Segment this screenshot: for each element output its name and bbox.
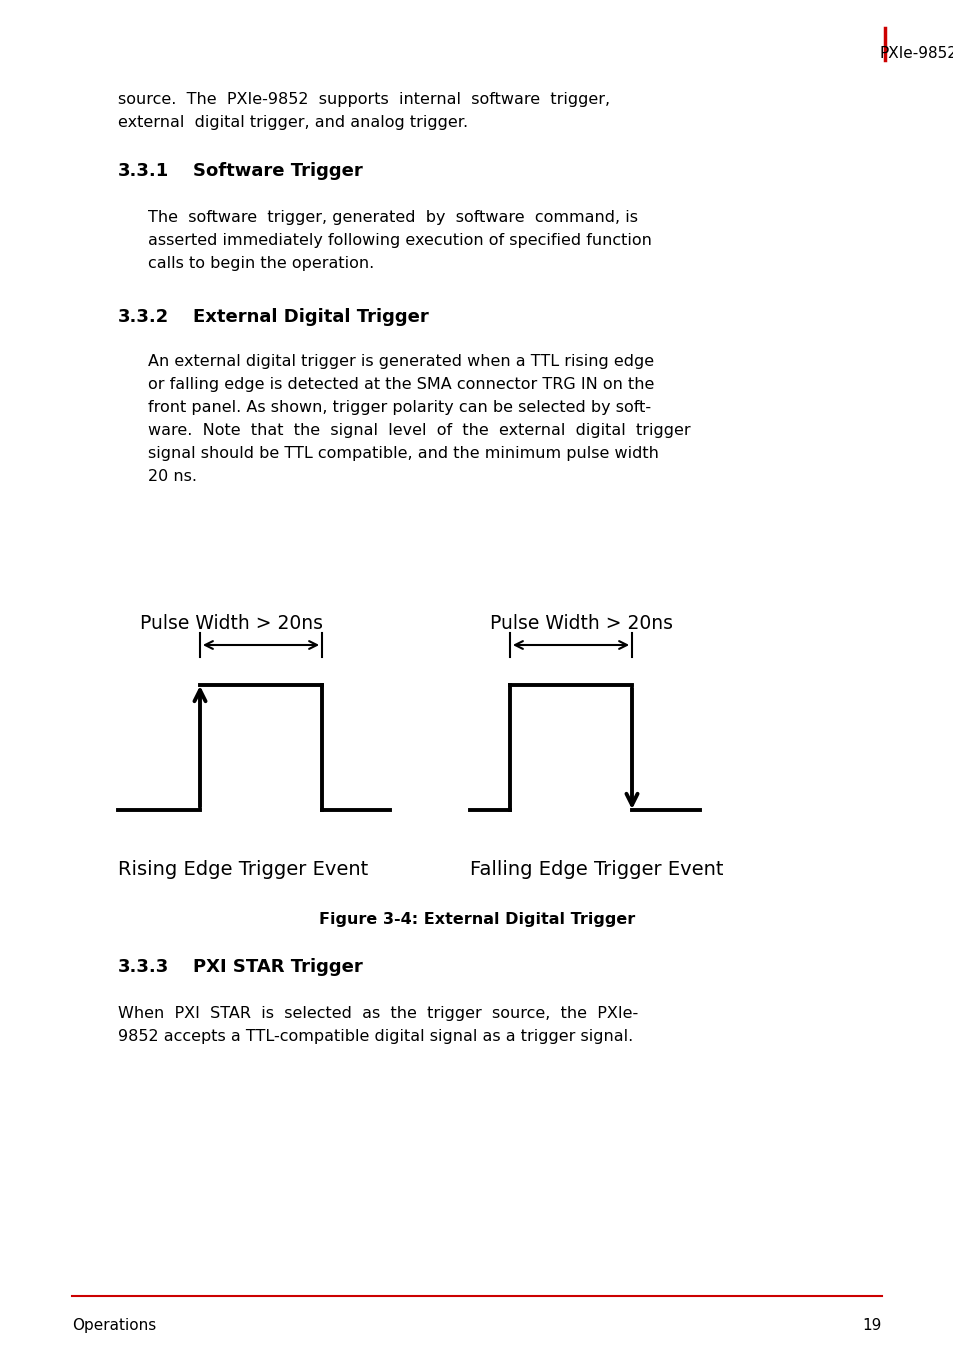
Text: 3.3.1: 3.3.1: [118, 162, 169, 180]
Text: 20 ns.: 20 ns.: [148, 468, 196, 483]
Text: front panel. As shown, trigger polarity can be selected by soft-: front panel. As shown, trigger polarity …: [148, 399, 651, 414]
Text: ware.  Note  that  the  signal  level  of  the  external  digital  trigger: ware. Note that the signal level of the …: [148, 422, 690, 437]
Text: 3.3.3: 3.3.3: [118, 959, 169, 976]
Text: Operations: Operations: [71, 1317, 156, 1332]
Text: signal should be TTL compatible, and the minimum pulse width: signal should be TTL compatible, and the…: [148, 445, 659, 460]
Text: Pulse Width > 20ns: Pulse Width > 20ns: [140, 613, 323, 634]
Text: External Digital Trigger: External Digital Trigger: [193, 307, 428, 326]
Text: external  digital trigger, and analog trigger.: external digital trigger, and analog tri…: [118, 115, 468, 130]
Text: Figure 3-4: External Digital Trigger: Figure 3-4: External Digital Trigger: [318, 913, 635, 927]
Text: calls to begin the operation.: calls to begin the operation.: [148, 256, 374, 271]
Text: Pulse Width > 20ns: Pulse Width > 20ns: [490, 613, 672, 634]
Text: An external digital trigger is generated when a TTL rising edge: An external digital trigger is generated…: [148, 353, 654, 370]
Text: Rising Edge Trigger Event: Rising Edge Trigger Event: [118, 860, 368, 879]
Text: When  PXI  STAR  is  selected  as  the  trigger  source,  the  PXIe-: When PXI STAR is selected as the trigger…: [118, 1006, 638, 1021]
Text: 3.3.2: 3.3.2: [118, 307, 169, 326]
Text: source.  The  PXIe-9852  supports  internal  software  trigger,: source. The PXIe-9852 supports internal …: [118, 92, 610, 107]
Text: PXI STAR Trigger: PXI STAR Trigger: [193, 959, 362, 976]
Text: 19: 19: [862, 1317, 882, 1332]
Text: PXIe-9852: PXIe-9852: [879, 46, 953, 61]
Text: asserted immediately following execution of specified function: asserted immediately following execution…: [148, 233, 651, 248]
Text: Software Trigger: Software Trigger: [193, 162, 362, 180]
Text: Falling Edge Trigger Event: Falling Edge Trigger Event: [470, 860, 722, 879]
Text: 9852 accepts a TTL-compatible digital signal as a trigger signal.: 9852 accepts a TTL-compatible digital si…: [118, 1029, 633, 1044]
Text: The  software  trigger, generated  by  software  command, is: The software trigger, generated by softw…: [148, 210, 638, 225]
Text: or falling edge is detected at the SMA connector TRG IN on the: or falling edge is detected at the SMA c…: [148, 376, 654, 393]
